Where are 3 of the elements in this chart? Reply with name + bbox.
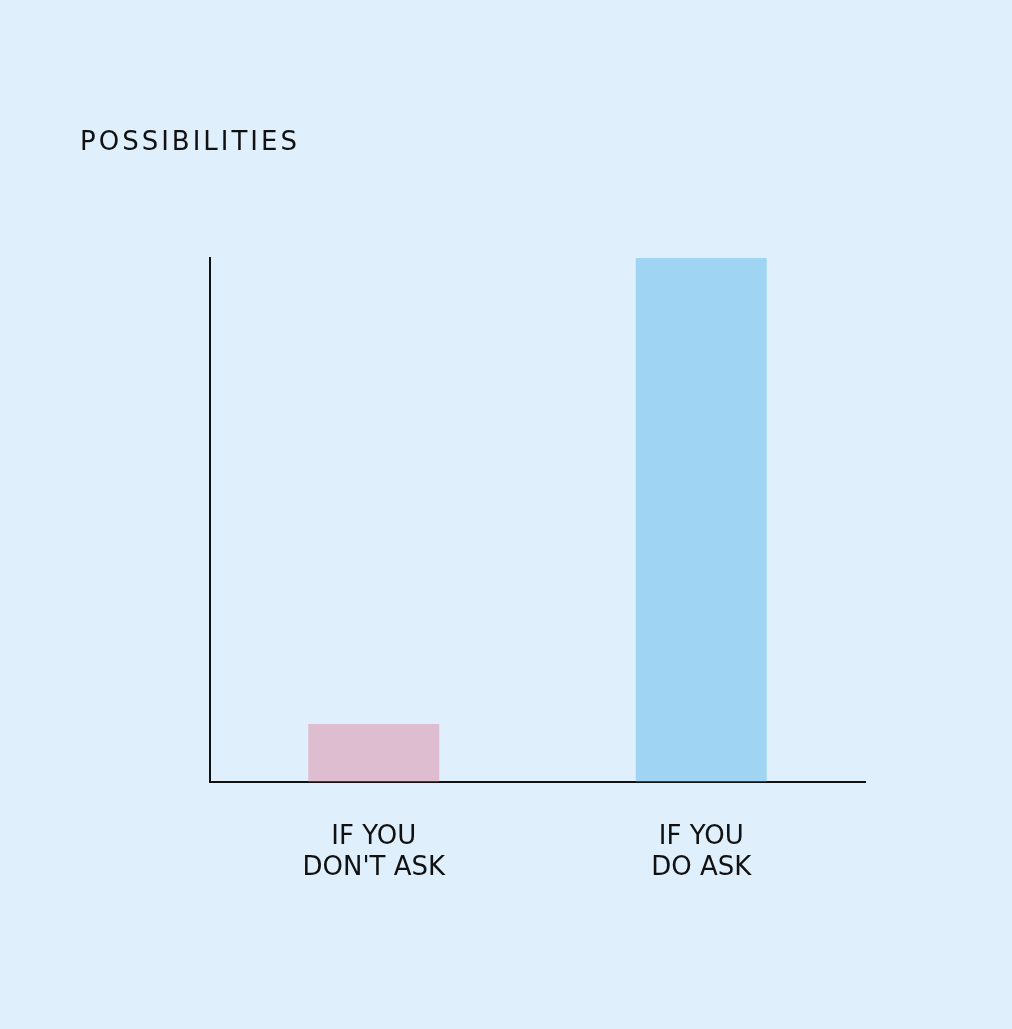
x-tick-label: IF YOU DO ASK [651,819,753,882]
text: POSSIBILITIES [80,126,300,156]
x-tick-label: IF YOU DON'T ASK [302,819,446,882]
